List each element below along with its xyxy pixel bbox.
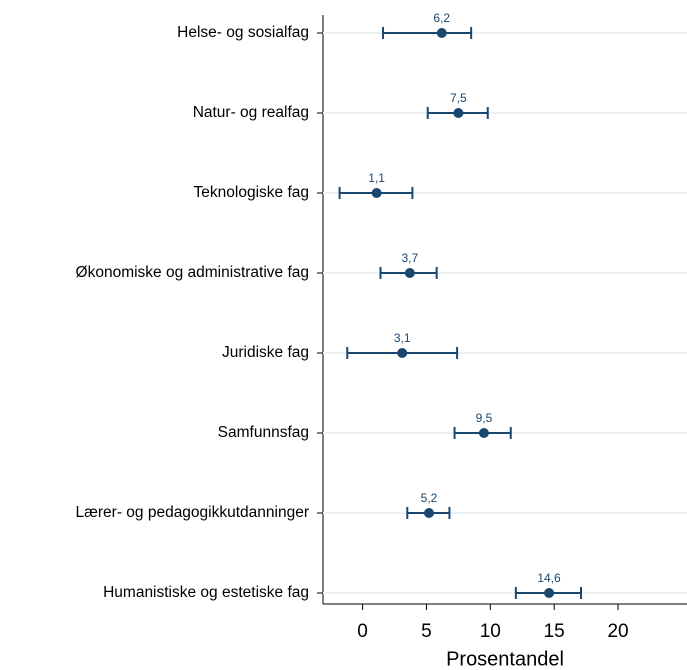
value-label: 5,2 <box>421 491 438 505</box>
x-tick-label: 5 <box>421 621 432 642</box>
x-tick-label: 0 <box>357 621 368 642</box>
y-tick-label: Helse- og sosialfag <box>177 24 309 41</box>
y-tick-label: Lærer- og pedagogikkutdanninger <box>75 504 309 521</box>
point <box>424 508 435 518</box>
value-label: 3,7 <box>402 251 419 265</box>
y-tick-label: Natur- og realfag <box>193 104 309 121</box>
point <box>453 108 464 118</box>
value-label: 1,1 <box>368 171 385 185</box>
point <box>544 588 555 598</box>
point <box>436 28 447 38</box>
y-tick-label: Juridiske fag <box>222 344 309 361</box>
value-label: 9,5 <box>476 411 493 425</box>
value-label: 6,2 <box>433 11 450 25</box>
x-tick-label: 10 <box>480 621 501 642</box>
value-label: 7,5 <box>450 91 467 105</box>
point <box>397 348 408 358</box>
x-axis-label: Prosentandel <box>446 648 564 670</box>
value-label: 14,6 <box>537 571 561 585</box>
x-tick-label: 15 <box>544 621 565 642</box>
y-tick-label: Økonomiske og administrative fag <box>76 264 309 281</box>
point <box>404 268 415 278</box>
y-tick-label: Teknologiske fag <box>194 184 309 201</box>
x-tick-label: 20 <box>607 621 628 642</box>
point <box>478 428 489 438</box>
point <box>371 188 382 198</box>
y-tick-label: Samfunnsfag <box>218 424 309 441</box>
value-label: 3,1 <box>394 331 411 345</box>
y-tick-label: Humanistiske og estetiske fag <box>103 584 309 601</box>
